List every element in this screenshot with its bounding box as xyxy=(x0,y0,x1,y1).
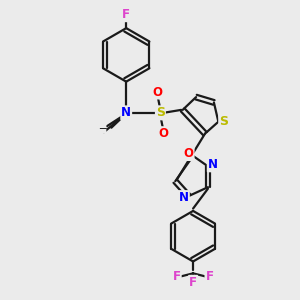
Text: S: S xyxy=(156,106,165,119)
Text: O: O xyxy=(158,127,168,140)
Text: S: S xyxy=(219,115,228,128)
Text: F: F xyxy=(173,270,181,283)
Text: ─: ─ xyxy=(99,123,106,133)
Text: N: N xyxy=(121,106,131,119)
Text: F: F xyxy=(206,270,213,283)
Text: O: O xyxy=(152,85,162,98)
Text: O: O xyxy=(184,147,194,160)
Text: F: F xyxy=(122,8,130,21)
Text: N: N xyxy=(179,191,189,204)
Text: N: N xyxy=(208,158,218,171)
Text: F: F xyxy=(189,276,197,289)
